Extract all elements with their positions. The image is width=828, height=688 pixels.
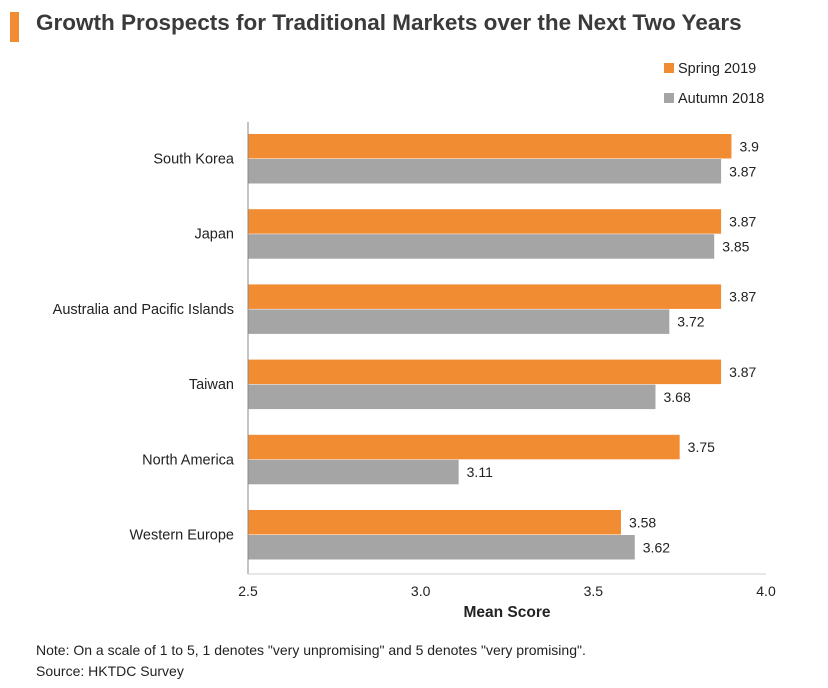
title-accent-bar — [10, 12, 19, 42]
data-label: 3.9 — [739, 138, 759, 154]
data-label: 3.58 — [629, 514, 656, 530]
bar-spring-2019 — [248, 359, 722, 385]
data-label: 3.68 — [663, 389, 690, 405]
category-label: North America — [142, 452, 235, 468]
category-label: Taiwan — [189, 377, 234, 393]
bar-autumn-2018 — [248, 535, 635, 560]
data-label: 3.75 — [688, 439, 715, 455]
data-label: 3.87 — [729, 213, 756, 229]
bar-autumn-2018 — [248, 159, 722, 184]
bar-autumn-2018 — [248, 309, 670, 334]
category-label: Australia and Pacific Islands — [53, 302, 234, 318]
bar-autumn-2018 — [248, 384, 656, 410]
bar-spring-2019 — [248, 434, 680, 460]
category-label: South Korea — [153, 152, 235, 168]
x-tick-label: 3.5 — [584, 583, 604, 599]
legend-swatch — [664, 93, 674, 103]
source-text: Source: HKTDC Survey — [36, 663, 184, 679]
chart-title: Growth Prospects for Traditional Markets… — [36, 10, 742, 35]
x-axis-title: Mean Score — [463, 604, 550, 621]
category-label: Western Europe — [129, 528, 234, 544]
data-label: 3.72 — [677, 314, 704, 330]
footnote: Note: On a scale of 1 to 5, 1 denotes "v… — [36, 640, 586, 682]
data-label: 3.87 — [729, 163, 756, 179]
bar-autumn-2018 — [248, 459, 459, 485]
bar-chart: 3.9 3.87 South Korea 3.87 3.85 Japan 3.87 3.72 A… — [53, 61, 776, 621]
bar-spring-2019 — [248, 209, 722, 234]
x-tick-label: 2.5 — [238, 583, 258, 599]
data-label: 3.87 — [729, 289, 756, 305]
category-label: Japan — [194, 227, 234, 243]
data-label: 3.87 — [729, 364, 756, 380]
bar-autumn-2018 — [248, 234, 715, 259]
legend-swatch — [664, 63, 674, 73]
bar-spring-2019 — [248, 134, 732, 159]
bar-spring-2019 — [248, 510, 621, 535]
legend-label: Autumn 2018 — [678, 91, 764, 107]
data-label: 3.62 — [643, 539, 670, 555]
legend-label: Spring 2019 — [678, 61, 756, 77]
bar-spring-2019 — [248, 284, 722, 309]
data-label: 3.11 — [467, 464, 493, 480]
data-label: 3.85 — [722, 238, 749, 254]
x-tick-label: 4.0 — [756, 583, 776, 599]
x-tick-label: 3.0 — [411, 583, 431, 599]
note-text: Note: On a scale of 1 to 5, 1 denotes "v… — [36, 642, 586, 658]
